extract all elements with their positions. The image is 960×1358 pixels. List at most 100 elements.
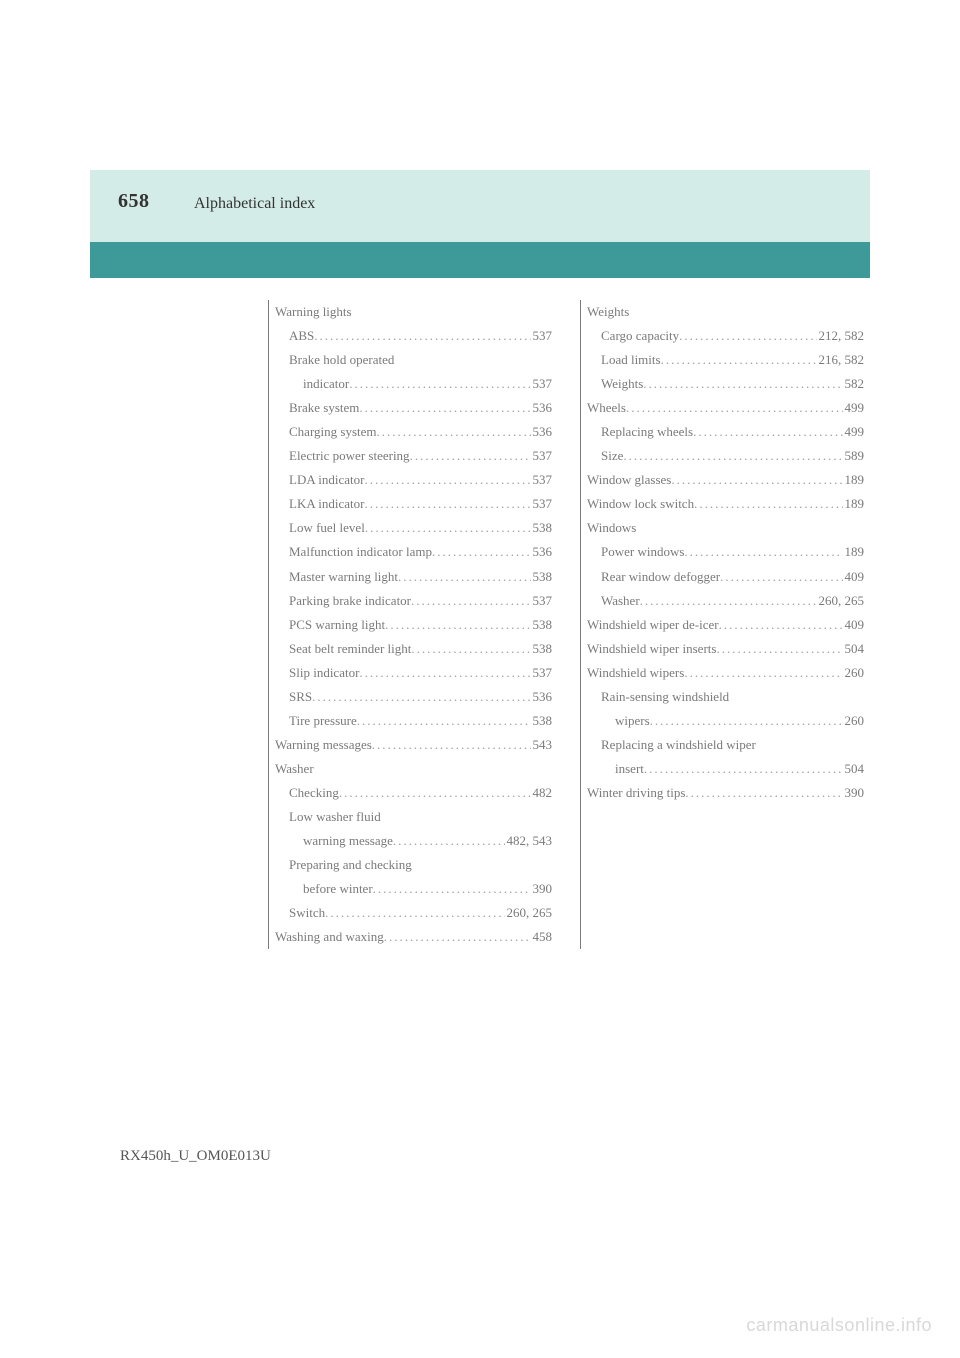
index-entry: Tire pressure...........................… xyxy=(275,709,552,733)
index-entry-page: 538 xyxy=(531,709,553,733)
index-entry-page: 536 xyxy=(531,685,553,709)
index-entry-label: Windows xyxy=(587,516,636,540)
index-entry: Warning messages........................… xyxy=(275,733,552,757)
index-entry: Windshield wiper de-icer................… xyxy=(587,613,864,637)
index-entry: LDA indicator...........................… xyxy=(275,468,552,492)
index-entry-leader: ........................................… xyxy=(325,901,504,925)
index-entry-leader: ........................................… xyxy=(364,492,530,516)
index-entry-label: Wheels xyxy=(587,396,626,420)
index-entry-page: 189 xyxy=(843,468,865,492)
index-entry-page: 538 xyxy=(531,637,553,661)
index-entry-label: indicator xyxy=(303,372,349,396)
index-entry-label: Checking xyxy=(289,781,339,805)
index-entry-leader: ........................................… xyxy=(349,372,530,396)
page-title: Alphabetical index xyxy=(194,195,315,213)
index-entry-leader: ........................................… xyxy=(693,420,842,444)
index-entry-leader: ........................................… xyxy=(719,613,843,637)
index-entry-leader: ........................................… xyxy=(410,444,531,468)
index-entry-page: 212, 582 xyxy=(817,324,865,348)
index-entry-label: Windshield wiper inserts xyxy=(587,637,716,661)
index-entry-label: Size xyxy=(601,444,623,468)
index-entry-label: Load limits xyxy=(601,348,661,372)
index-entry-leader: ........................................… xyxy=(626,396,843,420)
index-entry-label: Low washer fluid xyxy=(289,805,381,829)
index-columns: Warning lights..........................… xyxy=(268,300,864,949)
index-entry-leader: ........................................… xyxy=(385,613,530,637)
index-entry: ABS.....................................… xyxy=(275,324,552,348)
index-entry-page: 458 xyxy=(531,925,553,949)
index-entry-label: LDA indicator xyxy=(289,468,364,492)
index-entry-page: 260, 265 xyxy=(817,589,865,613)
index-entry-label: SRS xyxy=(289,685,312,709)
index-entry: Brake system............................… xyxy=(275,396,552,420)
index-entry: Washer..................................… xyxy=(275,757,552,781)
index-entry-label: insert xyxy=(615,757,644,781)
index-entry-label: Washer xyxy=(275,757,314,781)
index-entry-label: Seat belt reminder light xyxy=(289,637,411,661)
index-entry-label: ABS xyxy=(289,324,314,348)
index-entry-leader: ........................................… xyxy=(357,709,531,733)
index-entry-page: 189 xyxy=(843,492,865,516)
index-entry-page: 536 xyxy=(531,420,553,444)
index-entry-page: 216, 582 xyxy=(817,348,865,372)
index-entry-leader: ........................................… xyxy=(679,324,816,348)
index-entry-leader: ........................................… xyxy=(694,492,842,516)
index-entry-label: Tire pressure xyxy=(289,709,357,733)
index-entry-label: Windshield wiper de-icer xyxy=(587,613,719,637)
index-entry: Switch..................................… xyxy=(275,901,552,925)
index-entry-page: 409 xyxy=(843,565,865,589)
index-entry-page: 537 xyxy=(531,444,553,468)
index-entry-leader: ........................................… xyxy=(364,468,530,492)
index-entry-page: 499 xyxy=(843,396,865,420)
index-entry: LKA indicator...........................… xyxy=(275,492,552,516)
header-band-dark xyxy=(90,242,870,278)
index-entry-page: 538 xyxy=(531,613,553,637)
index-entry-page: 499 xyxy=(843,420,865,444)
index-entry-label: Replacing wheels xyxy=(601,420,693,444)
index-entry: Washing and waxing......................… xyxy=(275,925,552,949)
index-entry-label: Low fuel level xyxy=(289,516,365,540)
index-entry: Windshield wipers.......................… xyxy=(587,661,864,685)
index-entry-label: Replacing a windshield wiper xyxy=(601,733,756,757)
index-entry-page: 390 xyxy=(843,781,865,805)
footer-code: RX450h_U_OM0E013U xyxy=(120,1148,271,1165)
index-entry: Rear window defogger....................… xyxy=(587,565,864,589)
index-entry-page: 260, 265 xyxy=(505,901,553,925)
index-entry-label: Washing and waxing xyxy=(275,925,384,949)
index-entry-label: Windshield wipers xyxy=(587,661,684,685)
index-entry-leader: ........................................… xyxy=(623,444,842,468)
index-entry: Slip indicator..........................… xyxy=(275,661,552,685)
index-entry-label: Charging system xyxy=(289,420,377,444)
index-entry-label: Preparing and checking xyxy=(289,853,412,877)
index-entry: Cargo capacity..........................… xyxy=(587,324,864,348)
index-entry-page: 390 xyxy=(531,877,553,901)
index-entry-leader: ........................................… xyxy=(373,877,531,901)
index-entry: Seat belt reminder light................… xyxy=(275,637,552,661)
index-entry: Master warning light....................… xyxy=(275,565,552,589)
index-entry-label: Cargo capacity xyxy=(601,324,679,348)
index-entry-label: LKA indicator xyxy=(289,492,364,516)
index-entry-leader: ........................................… xyxy=(359,661,530,685)
index-entry: Power windows...........................… xyxy=(587,540,864,564)
index-entry-leader: ........................................… xyxy=(411,637,530,661)
index-entry-leader: ........................................… xyxy=(411,589,530,613)
index-entry: Winter driving tips.....................… xyxy=(587,781,864,805)
index-entry-page: 537 xyxy=(531,468,553,492)
index-entry: Low washer fluid........................… xyxy=(275,805,552,829)
index-entry: Rain-sensing windshield.................… xyxy=(587,685,864,709)
index-entry: Checking................................… xyxy=(275,781,552,805)
index-entry-leader: ........................................… xyxy=(398,565,530,589)
index-entry-label: Weights xyxy=(587,300,629,324)
index-entry-label: Rain-sensing windshield xyxy=(601,685,729,709)
index-entry-leader: ........................................… xyxy=(372,733,531,757)
index-entry-label: warning message xyxy=(303,829,393,853)
index-entry-page: 482 xyxy=(531,781,553,805)
page-number: 658 xyxy=(118,190,150,213)
index-entry: Electric power steering.................… xyxy=(275,444,552,468)
index-entry: Low fuel level..........................… xyxy=(275,516,552,540)
index-entry-label: Electric power steering xyxy=(289,444,410,468)
index-entry-label: wipers xyxy=(615,709,650,733)
index-entry-leader: ........................................… xyxy=(685,781,842,805)
index-entry-leader: ........................................… xyxy=(643,372,842,396)
index-entry-page: 582 xyxy=(843,372,865,396)
